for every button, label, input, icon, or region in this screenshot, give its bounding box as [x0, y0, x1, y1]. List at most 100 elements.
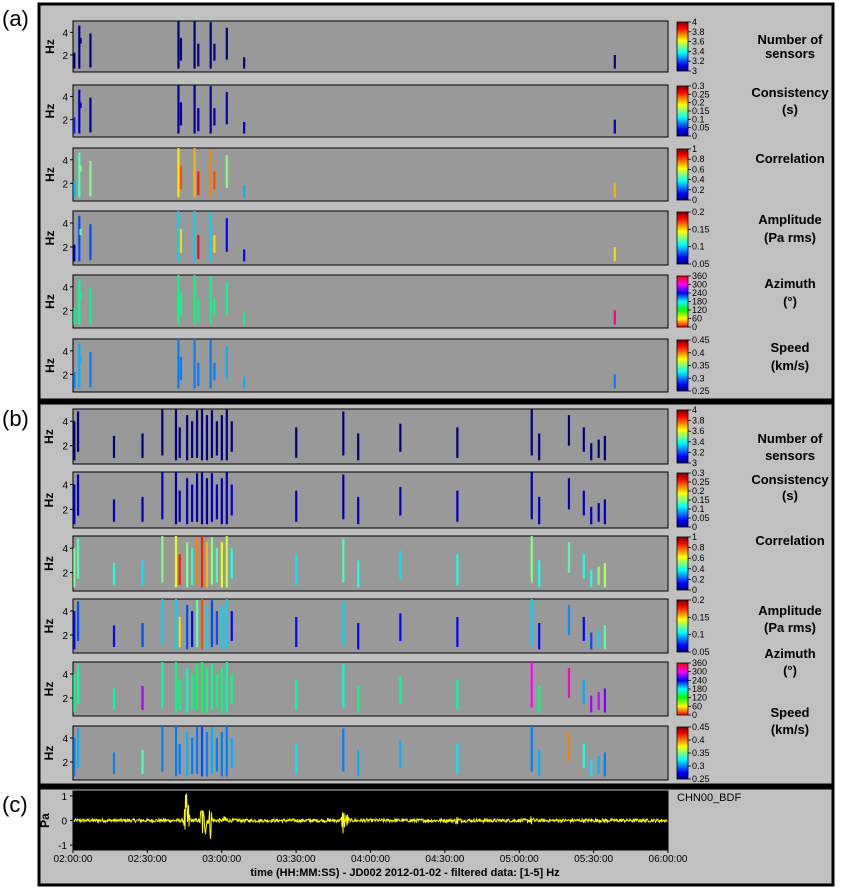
colorbar-tick-label: 0: [692, 710, 697, 720]
colorbar-tick-label: 0.1: [692, 630, 705, 640]
colorbar: [676, 726, 689, 780]
detection-bar: [197, 298, 200, 323]
detection-bar: [205, 605, 209, 650]
row-title: (Pa rms): [764, 620, 816, 635]
row-5: 4 2 Hz 0.45 0.4 0.35 0.3 0.25 Speed (km/s): [42, 705, 810, 784]
detection-bar: [243, 185, 246, 198]
detection-bar: [79, 102, 82, 109]
detection-bar: [213, 298, 216, 317]
detection-bar: [161, 472, 164, 520]
detection-bar: [213, 235, 216, 253]
detection-bar: [603, 562, 606, 588]
detection-bar: [205, 542, 209, 588]
detection-bar: [177, 148, 180, 198]
detection-bar: [230, 738, 233, 768]
detection-bar: [191, 611, 194, 647]
plot-area: [72, 338, 669, 393]
detection-bar: [73, 117, 76, 134]
colorbar-tick-label: 0.8: [692, 154, 705, 164]
row-title: (s): [782, 488, 798, 503]
y-tick-label: 2: [62, 370, 68, 381]
row-title: Speed: [770, 340, 809, 355]
y-tick-label: 4: [62, 607, 68, 618]
detection-bar: [613, 183, 616, 198]
detection-bar: [357, 560, 360, 588]
detection-bar: [195, 537, 199, 585]
y-tick-label: 0: [61, 817, 67, 828]
detection-bar: [215, 484, 218, 520]
detection-bar: [243, 249, 246, 262]
hz-label: Hz: [42, 556, 56, 571]
detection-bar: [295, 490, 298, 522]
colorbar-tick-label: 3.4: [692, 437, 705, 447]
x-tick-label: 03:30:00: [277, 854, 316, 865]
row-title: Amplitude: [758, 212, 822, 227]
detection-bar: [178, 554, 181, 585]
row-title: Speed: [770, 705, 809, 720]
detection-bar: [225, 91, 228, 125]
detection-bar: [597, 503, 600, 522]
colorbar-tick-label: 0.4: [692, 175, 705, 185]
detection-bar: [225, 472, 228, 525]
detection-bar: [357, 686, 360, 713]
colorbar: [676, 21, 689, 72]
detection-bar: [213, 362, 216, 381]
detection-bar: [76, 474, 80, 516]
colorbar-tick-label: 120: [692, 693, 707, 703]
colorbar-tick-label: 300: [692, 667, 707, 677]
colorbar-tick-label: 360: [692, 658, 707, 668]
y-tick-label: 4: [62, 93, 68, 104]
row-title: Correlation: [755, 151, 824, 166]
detection-bar: [230, 484, 233, 516]
detection-bar: [582, 490, 585, 516]
x-tick-label: 05:00:00: [500, 854, 539, 865]
colorbar-tick-label: 0.05: [692, 259, 710, 269]
detection-bar: [220, 415, 223, 461]
y-tick-label: 4: [62, 219, 68, 230]
detection-bar: [225, 536, 228, 588]
panel-frame: [37, 401, 835, 787]
detection-bar: [78, 89, 81, 134]
detection-bar: [538, 496, 541, 525]
colorbar-tick-label: 0.1: [692, 114, 705, 124]
detection-bar: [590, 695, 593, 713]
detection-bar: [73, 548, 76, 588]
detection-bar: [567, 478, 571, 510]
detection-bar: [567, 542, 571, 573]
y-tick-label: 2: [62, 569, 68, 580]
detection-bar: [191, 421, 194, 458]
colorbar: [676, 148, 689, 201]
detection-bar: [597, 629, 600, 647]
detection-bar: [590, 570, 593, 588]
detection-bar: [230, 421, 233, 452]
detection-bar: [197, 171, 200, 196]
detection-bar: [73, 484, 76, 525]
detection-bar: [357, 496, 360, 525]
detection-bar: [193, 339, 196, 389]
colorbar-tick-label: 0.3: [692, 468, 705, 478]
detection-bar: [210, 663, 214, 710]
waveform-trace: [73, 793, 668, 839]
detection-bar: [456, 490, 459, 522]
detection-bar: [112, 435, 116, 458]
detection-bar: [177, 339, 180, 389]
detection-bar: [73, 244, 76, 262]
detection-bar: [209, 276, 212, 325]
detection-bar: [161, 599, 164, 645]
detection-bar: [112, 625, 116, 647]
row-1: 4 2 Hz 0.30.250.20.150.10.050 Consistency(s): [42, 468, 829, 532]
detection-bar: [342, 474, 345, 520]
detection-bar: [613, 55, 616, 69]
detection-bar: [230, 548, 233, 579]
colorbar-tick-label: 3.6: [692, 37, 705, 47]
detection-bar: [197, 43, 200, 67]
detection-bar: [582, 554, 585, 579]
colorbar-tick-label: 240: [692, 288, 707, 298]
y-tick-label: 2: [62, 51, 68, 62]
detection-bar: [200, 662, 204, 713]
x-tick-label: 04:30:00: [425, 854, 464, 865]
detection-bar: [179, 165, 183, 190]
